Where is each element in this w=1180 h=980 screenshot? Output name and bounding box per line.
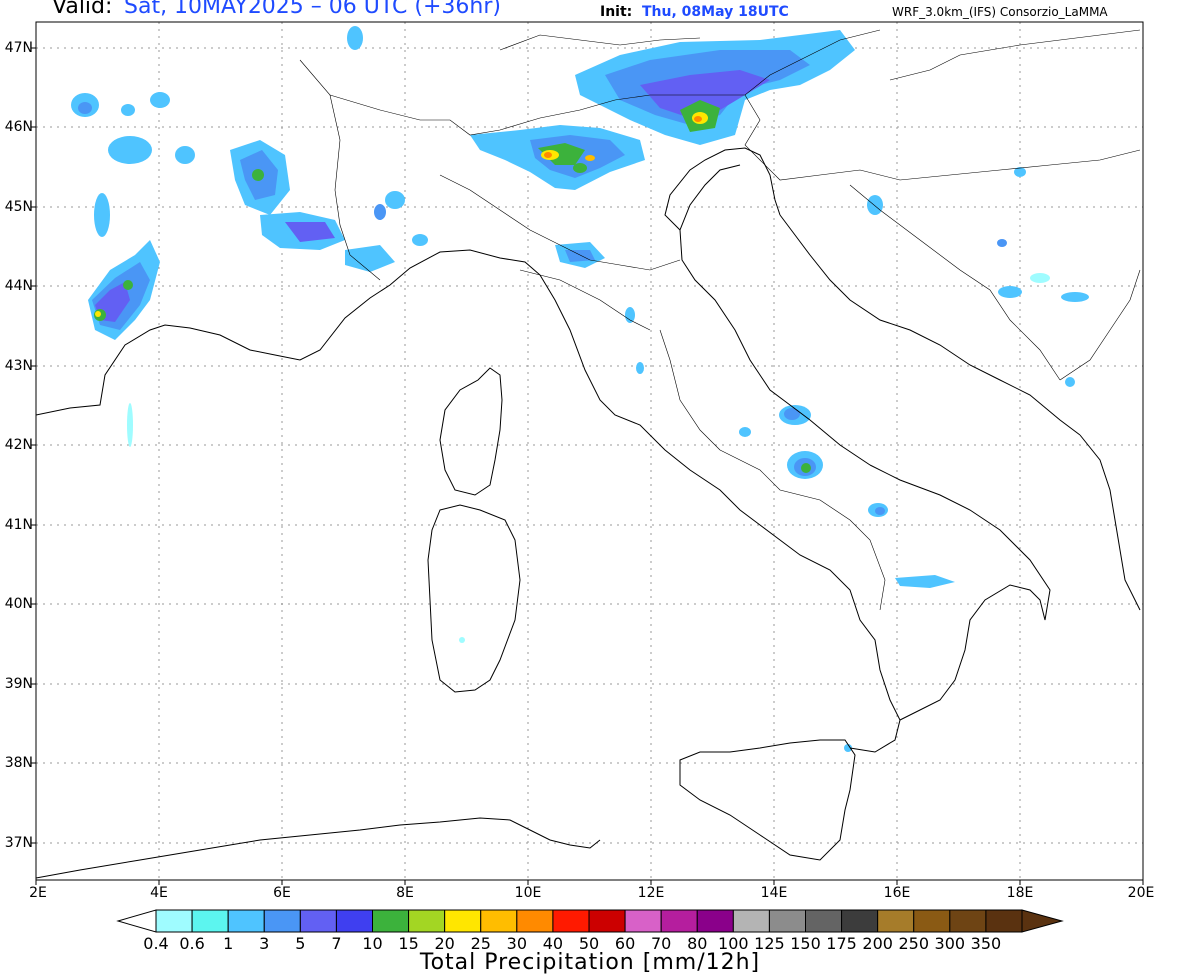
valid-label: Valid: [52,0,113,19]
colorbar-label: 70 [650,934,672,953]
lon-label: 18E [1006,885,1034,901]
colorbar-cell [660,909,698,933]
africa-coast [36,817,601,879]
corsica-coast [439,367,503,496]
colorbar-label: 7 [331,934,342,953]
colorbar-cell [805,909,843,933]
lon-label: 14E [760,885,788,901]
init-label: Init: [600,4,633,20]
axis-ticks [31,47,1144,885]
lat-label: 40N [4,596,33,612]
colorbar-cell [444,909,482,933]
colorbar-cell [768,909,807,933]
lon-label: 4E [150,885,168,901]
sardinia-coast [427,504,521,693]
lat-label: 41N [4,517,33,533]
colorbar-label: 3 [259,934,270,953]
colorbar-cell [841,909,879,933]
grid-lines [36,22,1143,880]
colorbar [116,909,1064,933]
colorbar-cell [227,909,265,933]
precipitation-areas [71,26,1089,752]
colorbar-min-arrow [116,909,157,933]
colorbar-label: 250 [898,934,930,953]
colorbar-cell [552,909,590,933]
colorbar-label: 200 [862,934,893,953]
colorbar-cell [949,909,987,933]
lat-label: 42N [4,437,33,453]
colorbar-cell [191,909,229,933]
lon-label: 12E [637,885,665,901]
colorbar-cell [299,909,337,933]
lon-label: 2E [29,885,47,901]
colorbar-cell [155,909,193,933]
sicily-coast [679,739,856,861]
country-borders [299,29,1141,611]
colorbar-cell [372,909,410,933]
lat-label: 38N [4,755,33,771]
colorbar-label: 30 [506,934,528,953]
colorbar-label: 300 [934,934,966,953]
lat-label: 43N [4,358,33,374]
colorbar-cell [913,909,951,933]
colorbar-cells [155,909,1023,933]
map-frame [35,21,1144,881]
colorbar-label: 350 [970,934,1002,953]
colorbar-label: 15 [398,934,419,953]
lon-label: 6E [273,885,291,901]
colorbar-label: 40 [542,934,564,953]
colorbar-cell [263,909,301,933]
lat-label: 46N [4,119,33,135]
colorbar-label: 80 [687,934,708,953]
lat-label: 44N [4,278,33,294]
colorbar-label: 100 [718,934,749,953]
colorbar-label: 125 [754,934,785,953]
colorbar-cell [516,909,554,933]
lat-label: 39N [4,676,33,692]
lat-label: 45N [4,199,33,215]
colorbar-label: 0.4 [143,934,169,953]
init-time: Thu, 08May 18UTC [642,4,789,20]
colorbar-cell [480,909,518,933]
lon-label: 10E [514,885,542,901]
lat-label: 37N [4,835,33,851]
colorbar-label: 175 [826,934,857,953]
colorbar-label: 150 [790,934,821,953]
colorbar-label: 60 [614,934,636,953]
colorbar-title: Total Precipitation [mm/12h] [419,950,761,975]
colorbar-cell [696,909,734,933]
colorbar-cell [588,909,626,933]
colorbar-cell [732,909,770,933]
colorbar-cell [335,909,373,933]
colorbar-label: 0.6 [179,934,205,953]
colorbar-label: 1 [223,934,234,953]
colorbar-cell [408,909,446,933]
colorbar-label: 20 [434,934,455,953]
colorbar-max-arrow [1021,909,1064,933]
colorbar-label: 50 [578,934,600,953]
colorbar-cell [877,909,915,933]
colorbar-label: 25 [470,934,491,953]
model-credit: WRF_3.0km_(IFS) Consorzio_LaMMA [892,5,1108,19]
colorbar-label: 5 [295,934,306,953]
colorbar-cell [985,909,1023,933]
colorbar-cell [624,909,662,933]
lon-label: 20E [1127,885,1155,901]
coastlines [36,147,1141,879]
lon-label: 16E [883,885,911,901]
colorbar-label: 10 [362,934,383,953]
lon-label: 8E [396,885,414,901]
valid-time: Sat, 10MAY2025 – 06 UTC (+36hr) [124,0,501,19]
lat-label: 47N [4,40,33,56]
